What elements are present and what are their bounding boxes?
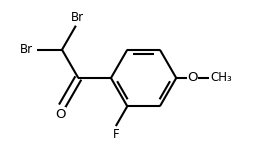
Text: CH₃: CH₃ [211, 71, 232, 85]
Text: F: F [112, 128, 119, 141]
Text: Br: Br [19, 43, 33, 56]
Text: Br: Br [71, 11, 84, 24]
Text: O: O [55, 108, 66, 121]
Text: O: O [187, 71, 198, 85]
